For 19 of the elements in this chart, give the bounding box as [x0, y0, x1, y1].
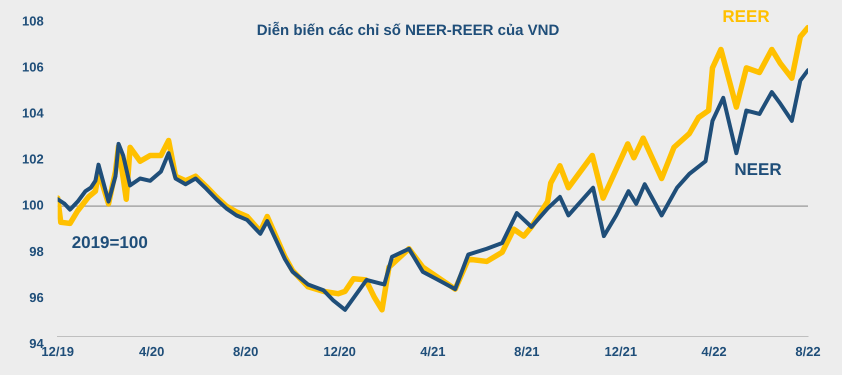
x-tick-label: 4/21: [420, 344, 446, 359]
y-tick-label: 106: [22, 59, 44, 74]
y-tick-label: 102: [22, 152, 44, 167]
x-tick-label: 12/20: [323, 344, 356, 359]
x-tick-label: 8/20: [232, 344, 258, 359]
y-tick-label: 98: [29, 244, 44, 259]
x-tick-label: 4/22: [701, 344, 727, 359]
x-tick-label: 12/21: [604, 344, 638, 359]
y-tick-label: 104: [22, 106, 44, 121]
y-tick-label: 108: [22, 13, 44, 28]
chart-title: Diễn biến các chỉ số NEER-REER của VND: [256, 20, 560, 39]
series-label: REER: [722, 7, 770, 26]
x-tick-label: 8/21: [514, 344, 540, 359]
x-tick-label: 8/22: [795, 344, 821, 359]
annotation: 2019=100: [72, 232, 148, 252]
y-tick-label: 96: [29, 290, 44, 305]
y-tick-label: 100: [22, 198, 44, 213]
x-tick-label: 4/20: [139, 344, 164, 359]
series-label: NEER: [734, 160, 782, 179]
